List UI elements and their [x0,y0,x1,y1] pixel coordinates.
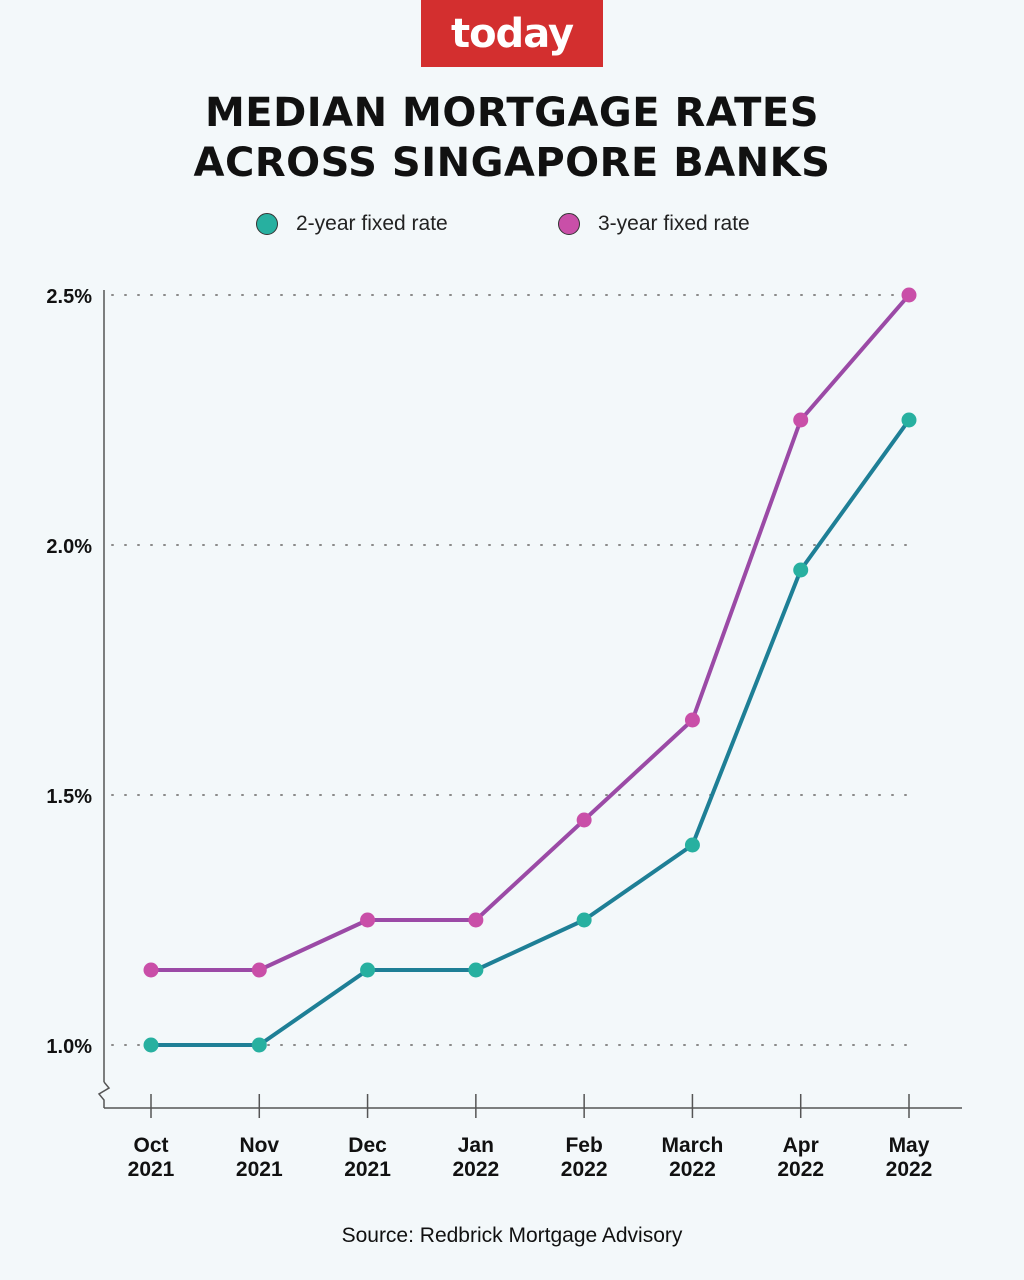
data-point-3-year [251,962,267,978]
data-point-2-year [468,962,484,978]
legend-marker-2-year [256,213,278,235]
data-point-3-year [576,812,592,828]
legend-label-3-year: 3-year fixed rate [598,212,750,235]
data-point-2-year [143,1037,159,1053]
legend-label-2-year: 2-year fixed rate [296,212,448,235]
series-line-2-year [149,418,911,1047]
data-point-3-year [468,912,484,928]
data-point-3-year [793,412,809,428]
data-point-2-year [360,962,376,978]
chart-title-line-2: ACROSS SINGAPORE BANKS [193,140,831,186]
x-tick-label: March 2022 [661,1134,723,1181]
data-point-2-year [684,837,700,853]
legend-marker-3-year [558,213,580,235]
y-axis-break [97,1081,111,1108]
data-point-3-year [684,712,700,728]
data-point-3-year [360,912,376,928]
x-tick-label: May 2022 [886,1134,933,1181]
data-point-3-year [143,962,159,978]
legend: 2-year fixed rate 3-year fixed rate [0,212,1024,248]
x-tick-label: Dec 2021 [344,1134,391,1181]
x-tick-label: Feb 2022 [561,1134,608,1181]
data-point-3-year [901,287,917,303]
x-tick-label: Jan 2022 [452,1134,499,1181]
data-point-2-year [901,412,917,428]
x-tick-label: Nov 2021 [236,1134,283,1181]
today-logo: today [421,0,603,67]
y-tick-label: 2.5% [46,286,92,308]
data-point-2-year [793,562,809,578]
legend-item-3-year: 3-year fixed rate [558,212,750,236]
chart-title-line-1: MEDIAN MORTGAGE RATES [204,90,820,136]
series-line-3-year [149,293,911,972]
data-point-2-year [251,1037,267,1053]
source-note: Source: Redbrick Mortgage Advisory [341,1224,683,1247]
y-tick-label: 1.5% [46,786,92,808]
legend-item-2-year: 2-year fixed rate [256,212,448,236]
y-tick-label: 1.0% [46,1036,92,1058]
y-tick-label: 2.0% [46,536,92,558]
chart-title: MEDIAN MORTGAGE RATES ACROSS SINGAPORE B… [0,88,1024,188]
x-tick-label: Oct 2021 [128,1134,175,1181]
x-tick-label: Apr 2022 [777,1134,824,1181]
data-point-2-year [576,912,592,928]
